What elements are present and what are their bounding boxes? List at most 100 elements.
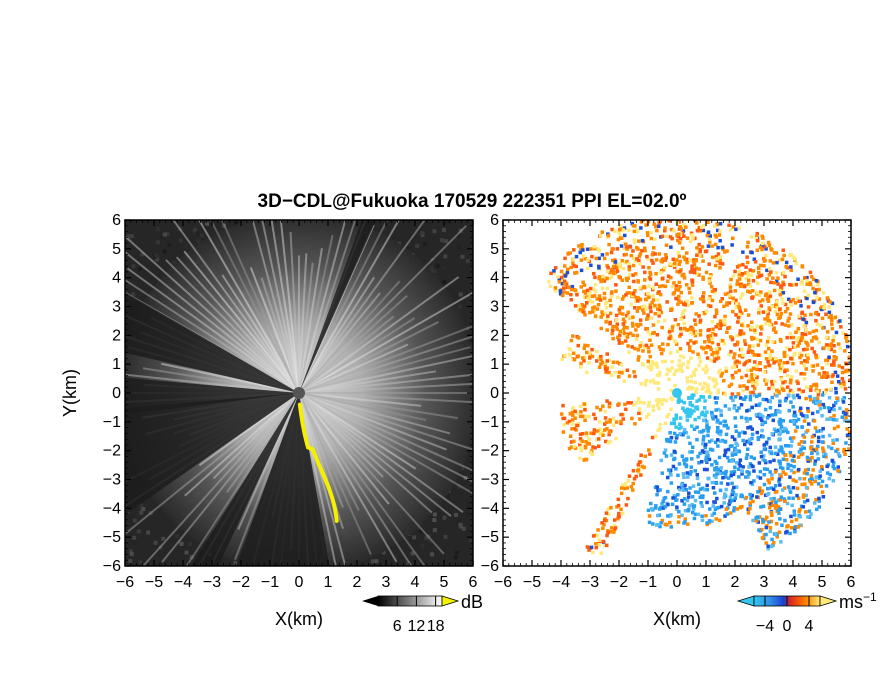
velocity-pixel [803, 276, 807, 280]
reflectivity-ray [212, 392, 300, 480]
velocity-pixel [698, 382, 702, 386]
velocity-pixel [741, 292, 745, 296]
velocity-pixel [797, 510, 801, 514]
y-tick-label: 1 [112, 356, 121, 373]
velocity-pixel [740, 472, 744, 476]
velocity-pixel [690, 503, 694, 507]
velocity-pixel [784, 531, 788, 535]
velocity-pixel [712, 359, 717, 363]
velocity-pixel [730, 498, 734, 503]
velocity-pixel [617, 370, 622, 375]
velocity-pixel [682, 255, 686, 259]
velocity-pixel [597, 264, 601, 269]
velocity-pixel [729, 349, 733, 354]
velocity-pixel [755, 275, 760, 279]
velocity-pixel [705, 500, 709, 505]
velocity-pixel [760, 298, 765, 302]
velocity-pixel [804, 328, 808, 332]
velocity-pixel [706, 388, 710, 393]
velocity-pixel [773, 532, 778, 536]
velocity-pixel [814, 279, 819, 283]
velocity-pixel [703, 311, 707, 315]
velocity-pixel [797, 395, 801, 400]
velocity-pixel [761, 519, 766, 524]
velocity-pixel [572, 444, 577, 449]
blocked-sector [190, 393, 299, 566]
reflectivity-ray [226, 392, 300, 493]
velocity-pixel [725, 512, 729, 516]
velocity-pixel [725, 301, 729, 305]
velocity-pixel [595, 533, 600, 538]
velocity-pixel [847, 430, 851, 434]
velocity-pixel [759, 304, 763, 308]
velocity-pixel [718, 258, 723, 262]
velocity-pixel [776, 409, 780, 413]
velocity-pixel [822, 454, 826, 458]
velocity-pixel [844, 336, 848, 340]
velocity-pixel [768, 460, 772, 464]
chart-title: 3D−CDL@Fukuoka 170529 222351 PPI EL=02.0… [258, 191, 687, 212]
velocity-pixel [547, 280, 551, 284]
velocity-pixel [779, 445, 783, 449]
velocity-pixel [648, 333, 653, 337]
velocity-pixel [793, 525, 798, 529]
velocity-pixel [649, 501, 653, 506]
velocity-pixel [663, 284, 668, 289]
velocity-pixel [687, 303, 691, 307]
velocity-pixel [657, 314, 661, 318]
velocity-pixel [843, 418, 847, 423]
velocity-pixel [740, 469, 744, 474]
velocity-pixel [773, 484, 778, 488]
velocity-pixel [788, 282, 792, 287]
x-tick-label: −4 [174, 574, 192, 591]
velocity-pixel [814, 449, 819, 453]
velocity-pixel [588, 310, 592, 315]
velocity-pixel [764, 525, 768, 530]
velocity-pixel [558, 289, 563, 293]
velocity-pixel [745, 260, 750, 265]
velocity-pixel [700, 518, 705, 523]
velocity-pixel [627, 291, 632, 295]
velocity-pixel [614, 436, 618, 441]
velocity-pixel [762, 482, 767, 487]
velocity-pixel [814, 447, 819, 451]
velocity-pixel [751, 379, 755, 383]
velocity-pixel [737, 263, 742, 268]
velocity-pixel [789, 299, 793, 304]
velocity-pixel [778, 337, 783, 342]
velocity-pixel [775, 535, 779, 539]
velocity-pixel [718, 432, 723, 437]
velocity-pixel [787, 324, 791, 328]
reflectivity-speckle [458, 522, 463, 527]
velocity-pixel [591, 534, 596, 538]
velocity-pixel [707, 520, 712, 525]
velocity-pixel [692, 341, 696, 345]
reflectivity-speckle [188, 542, 193, 547]
velocity-pixel [665, 234, 669, 239]
reflectivity-speckle [162, 249, 167, 254]
velocity-pixel [565, 270, 570, 275]
velocity-pixel [684, 464, 689, 469]
velocity-pixel [661, 276, 665, 280]
velocity-pixel [669, 481, 674, 485]
velocity-pixel [741, 389, 745, 393]
velocity-pixel [748, 437, 752, 442]
velocity-pixel [713, 467, 717, 471]
velocity-pixel [722, 317, 727, 322]
velocity-pixel [798, 515, 803, 519]
velocity-pixel [619, 421, 623, 426]
velocity-pixel [593, 283, 597, 287]
velocity-pixel [692, 262, 697, 267]
velocity-pixel [567, 446, 572, 451]
velocity-pixel [625, 259, 629, 264]
velocity-pixel [680, 246, 685, 250]
reflectivity-speckle [202, 225, 207, 230]
velocity-pixel [569, 298, 573, 302]
velocity-pixel [750, 376, 754, 380]
velocity-pixel [794, 330, 798, 334]
velocity-pixel [621, 417, 625, 421]
velocity-pixel [825, 417, 829, 421]
velocity-pixel [756, 343, 761, 347]
velocity-pixel [734, 313, 738, 317]
velocity-pixel [635, 333, 639, 338]
